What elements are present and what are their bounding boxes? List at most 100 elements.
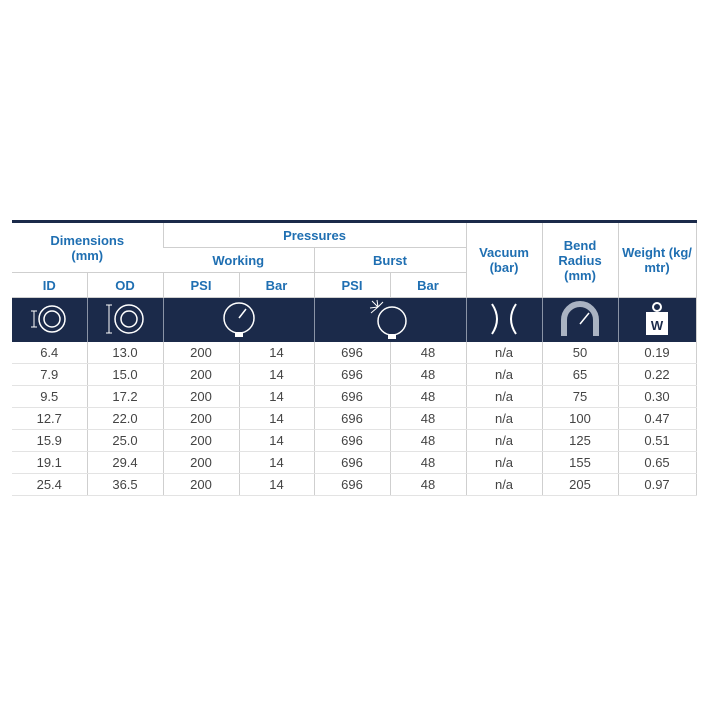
table-cell: 22.0 <box>86 407 163 430</box>
table-cell: 0.19 <box>617 342 697 364</box>
header-cell: Dimensions (mm) <box>12 221 163 273</box>
table-cell: 7.9 <box>12 363 87 386</box>
header-text: Bend Radius (mm) <box>558 237 602 283</box>
table-cell: 155 <box>541 451 619 474</box>
column-header: Bar <box>238 272 314 298</box>
table-row: 6.4 13.0 200 14 696 48 n/a 50 0.19 <box>12 342 697 364</box>
table-cell: 17.2 <box>86 385 163 408</box>
table-cell: 14 <box>238 451 314 474</box>
table-cell: 48 <box>389 429 467 452</box>
weight-icon: W <box>646 301 669 335</box>
table-cell: n/a <box>465 407 543 430</box>
icon-cell <box>12 297 87 342</box>
table-cell: 0.51 <box>617 429 697 452</box>
column-header: ID <box>12 272 87 298</box>
icon-cell: W <box>617 297 697 342</box>
header-cell: Vacuum (bar) <box>465 221 543 298</box>
table-cell: 6.4 <box>12 342 87 364</box>
table-cell: 696 <box>313 363 390 386</box>
table-cell: 200 <box>162 473 239 496</box>
header-cell: Burst <box>313 247 467 273</box>
table-cell: 200 <box>162 407 239 430</box>
table-cell: 696 <box>313 429 390 452</box>
table-cell: 200 <box>162 451 239 474</box>
header-text: Dimensions (mm) <box>50 232 125 263</box>
table-cell: 14 <box>238 342 314 364</box>
table-cell: 200 <box>162 429 239 452</box>
table-cell: 125 <box>541 429 619 452</box>
table-row: 9.5 17.2 200 14 696 48 n/a 75 0.30 <box>12 385 697 408</box>
vacuum-icon <box>491 302 517 335</box>
table-cell: 15.0 <box>86 363 163 386</box>
table-cell: 75 <box>541 385 619 408</box>
table-cell: 0.30 <box>617 385 697 408</box>
table-cell: 12.7 <box>12 407 87 430</box>
table-cell: 25.4 <box>12 473 87 496</box>
table-cell: 25.0 <box>86 429 163 452</box>
table-row: 12.7 22.0 200 14 696 48 n/a 100 0.47 <box>12 407 697 430</box>
svg-text:W: W <box>651 318 664 333</box>
table-cell: n/a <box>465 451 543 474</box>
table-cell: n/a <box>465 385 543 408</box>
table-cell: 696 <box>313 473 390 496</box>
od-icon <box>106 303 144 334</box>
table-cell: 100 <box>541 407 619 430</box>
table-cell: 48 <box>389 385 467 408</box>
table-cell: 14 <box>238 429 314 452</box>
column-header: OD <box>86 272 163 298</box>
table-cell: 48 <box>389 363 467 386</box>
icon-cell <box>541 297 619 342</box>
table-row: 19.1 29.4 200 14 696 48 n/a 155 0.65 <box>12 451 697 474</box>
icon-cell <box>162 297 314 342</box>
column-header: PSI <box>313 272 390 298</box>
table-cell: 696 <box>313 385 390 408</box>
table-cell: 205 <box>541 473 619 496</box>
table-cell: 50 <box>541 342 619 364</box>
table-cell: 48 <box>389 407 467 430</box>
table-cell: 14 <box>238 385 314 408</box>
header-cell: Pressures <box>162 221 467 248</box>
table-cell: 48 <box>389 473 467 496</box>
table-cell: 0.22 <box>617 363 697 386</box>
table-cell: 200 <box>162 385 239 408</box>
table-cell: 36.5 <box>86 473 163 496</box>
id-icon <box>31 304 66 333</box>
table-cell: n/a <box>465 429 543 452</box>
column-header: PSI <box>162 272 239 298</box>
header-cell: Bend Radius (mm) <box>541 221 619 298</box>
icon-cell <box>313 297 467 342</box>
icon-cell <box>465 297 543 342</box>
table-cell: 200 <box>162 342 239 364</box>
table-row: 15.9 25.0 200 14 696 48 n/a 125 0.51 <box>12 429 697 452</box>
table-cell: 696 <box>313 342 390 364</box>
table-cell: 0.97 <box>617 473 697 496</box>
header-cell: Working <box>163 247 314 273</box>
table-cell: 48 <box>389 451 467 474</box>
table-cell: n/a <box>465 342 543 364</box>
table-cell: 14 <box>238 473 314 496</box>
table-cell: n/a <box>465 473 543 496</box>
header-cell: Weight (kg/ mtr) <box>617 221 697 298</box>
column-header: Bar <box>389 272 467 298</box>
icon-cell <box>86 297 163 342</box>
burst-gauge-icon <box>369 299 407 339</box>
table-cell: 48 <box>389 342 467 364</box>
working-gauge-icon <box>222 301 255 337</box>
table-cell: 696 <box>313 451 390 474</box>
table-cell: 19.1 <box>12 451 87 474</box>
table-cell: 200 <box>162 363 239 386</box>
table-row: 25.4 36.5 200 14 696 48 n/a 205 0.97 <box>12 473 697 496</box>
table-row: 7.9 15.0 200 14 696 48 n/a 65 0.22 <box>12 363 697 386</box>
table-cell: 29.4 <box>86 451 163 474</box>
header-text: Weight (kg/ mtr) <box>622 245 692 275</box>
spec-table: Dimensions (mm) Pressures Vacuum (bar) B… <box>12 220 697 496</box>
table-cell: 14 <box>238 363 314 386</box>
table-cell: 696 <box>313 407 390 430</box>
table-cell: 9.5 <box>12 385 87 408</box>
bend-radius-icon <box>561 300 600 336</box>
table-cell: 13.0 <box>86 342 163 364</box>
table-cell: 14 <box>238 407 314 430</box>
table-cell: n/a <box>465 363 543 386</box>
table-cell: 0.65 <box>617 451 697 474</box>
